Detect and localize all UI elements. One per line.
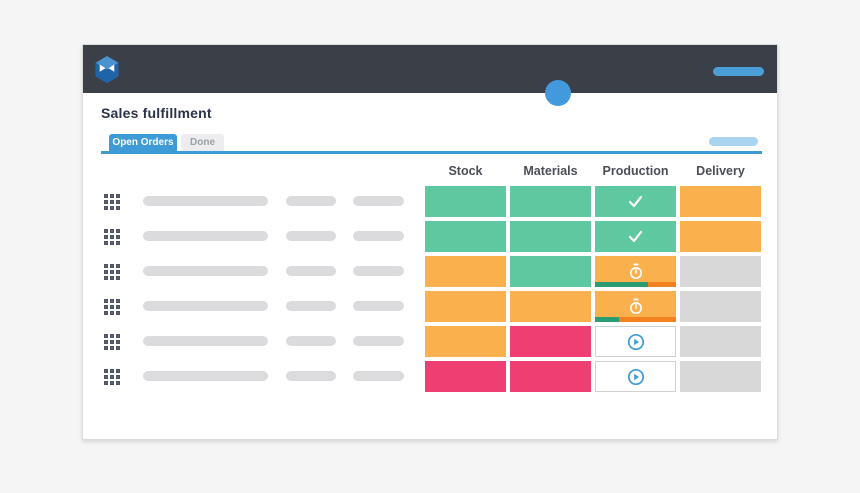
column-header-stock: Stock: [448, 164, 483, 178]
table-row: [83, 291, 777, 322]
production-status-cell[interactable]: [595, 326, 676, 357]
stock-status-cell[interactable]: [425, 361, 506, 392]
tab-done[interactable]: Done: [181, 134, 224, 152]
play-icon[interactable]: [627, 333, 645, 351]
text-placeholder-bar: [286, 266, 336, 276]
cube-logo-icon: [94, 56, 120, 83]
text-placeholder-bar: [286, 196, 336, 206]
drag-handle-icon[interactable]: [104, 334, 120, 350]
drag-handle-icon[interactable]: [104, 229, 120, 245]
tab-open-orders[interactable]: Open Orders: [109, 134, 177, 152]
production-status-cell[interactable]: [595, 361, 676, 392]
production-progress-bar: [595, 282, 676, 287]
stock-status-cell[interactable]: [425, 326, 506, 357]
app-header: [83, 45, 777, 93]
tab-side-pill[interactable]: [709, 137, 758, 146]
materials-status-cell[interactable]: [510, 221, 591, 252]
drag-handle-icon[interactable]: [104, 369, 120, 385]
user-avatar-dot[interactable]: [545, 80, 571, 106]
text-placeholder-bar: [353, 336, 404, 346]
production-status-cell[interactable]: [595, 256, 676, 287]
table-row: [83, 326, 777, 357]
text-placeholder-bar: [353, 371, 404, 381]
table-row: [83, 361, 777, 392]
stock-status-cell[interactable]: [425, 256, 506, 287]
delivery-status-cell[interactable]: [680, 291, 761, 322]
text-placeholder-bar: [143, 301, 268, 311]
table-row: [83, 186, 777, 217]
drag-handle-icon[interactable]: [104, 299, 120, 315]
delivery-status-cell[interactable]: [680, 221, 761, 252]
play-icon[interactable]: [627, 368, 645, 386]
delivery-status-cell[interactable]: [680, 326, 761, 357]
column-header-delivery: Delivery: [696, 164, 745, 178]
table-body: [83, 186, 777, 396]
drag-handle-icon[interactable]: [104, 264, 120, 280]
table-column-headers: Stock Materials Production Delivery: [83, 164, 777, 180]
materials-status-cell[interactable]: [510, 326, 591, 357]
materials-status-cell[interactable]: [510, 291, 591, 322]
drag-handle-icon[interactable]: [104, 194, 120, 210]
text-placeholder-bar: [353, 266, 404, 276]
text-placeholder-bar: [286, 301, 336, 311]
text-placeholder-bar: [353, 301, 404, 311]
text-placeholder-bar: [286, 231, 336, 241]
delivery-status-cell[interactable]: [680, 186, 761, 217]
production-status-cell[interactable]: [595, 221, 676, 252]
text-placeholder-bar: [353, 231, 404, 241]
column-header-production: Production: [602, 164, 669, 178]
stopwatch-icon: [628, 263, 644, 280]
stock-status-cell[interactable]: [425, 186, 506, 217]
text-placeholder-bar: [143, 336, 268, 346]
stock-status-cell[interactable]: [425, 291, 506, 322]
delivery-status-cell[interactable]: [680, 256, 761, 287]
materials-status-cell[interactable]: [510, 361, 591, 392]
header-menu-pill[interactable]: [713, 67, 764, 76]
production-status-cell[interactable]: [595, 291, 676, 322]
text-placeholder-bar: [286, 336, 336, 346]
materials-status-cell[interactable]: [510, 186, 591, 217]
app-window: Sales fulfillment Open Orders Done Stock…: [82, 44, 778, 440]
check-icon: [627, 194, 644, 209]
page-title: Sales fulfillment: [101, 105, 212, 121]
materials-status-cell[interactable]: [510, 256, 591, 287]
production-status-cell[interactable]: [595, 186, 676, 217]
text-placeholder-bar: [143, 231, 268, 241]
column-header-materials: Materials: [523, 164, 578, 178]
table-row: [83, 221, 777, 252]
tab-underline: [101, 151, 762, 154]
text-placeholder-bar: [143, 196, 268, 206]
text-placeholder-bar: [143, 371, 268, 381]
stopwatch-icon: [628, 298, 644, 315]
production-progress-bar: [595, 317, 676, 322]
text-placeholder-bar: [286, 371, 336, 381]
delivery-status-cell[interactable]: [680, 361, 761, 392]
table-row: [83, 256, 777, 287]
stock-status-cell[interactable]: [425, 221, 506, 252]
tab-bar: Open Orders Done: [83, 134, 777, 154]
check-icon: [627, 229, 644, 244]
text-placeholder-bar: [143, 266, 268, 276]
text-placeholder-bar: [353, 196, 404, 206]
